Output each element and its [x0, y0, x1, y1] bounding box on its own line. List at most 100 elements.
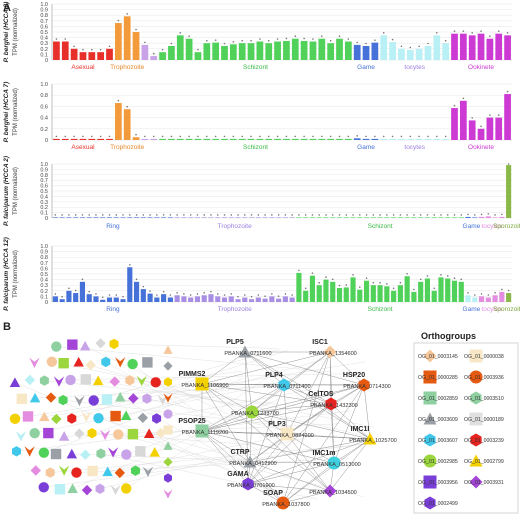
bar — [492, 295, 498, 302]
bar-point — [427, 135, 429, 138]
bar — [459, 100, 467, 140]
x-group-label: Ookinete — [468, 64, 494, 71]
bar — [79, 138, 87, 140]
bar-point — [216, 214, 219, 216]
bar-point — [135, 28, 137, 31]
bar — [228, 296, 234, 302]
bar-point — [135, 214, 138, 216]
bar — [53, 41, 60, 60]
bar — [418, 217, 424, 218]
legend-swatch — [423, 349, 437, 363]
bar-point — [81, 214, 84, 216]
bar — [181, 296, 187, 302]
bar-point — [115, 214, 118, 216]
bar-point — [55, 135, 58, 138]
x-group-label: tocytes — [481, 306, 502, 313]
bar — [176, 138, 184, 140]
bar-point — [311, 272, 314, 274]
y-tick-label: 0.1 — [40, 211, 48, 217]
legend-item: OG_01_0003609 — [418, 412, 458, 425]
bar — [296, 272, 302, 302]
bar-point — [372, 214, 375, 216]
network-node — [15, 431, 27, 442]
y-tick-label: 0.9 — [40, 167, 48, 173]
network-node — [54, 484, 66, 495]
bar — [276, 217, 282, 218]
network-node — [67, 413, 77, 424]
edge — [330, 403, 371, 440]
bar — [486, 38, 494, 60]
gene-node: PLP4 PBANKA_0711400 — [263, 372, 311, 392]
bar — [451, 217, 458, 218]
bar-point — [365, 42, 367, 45]
y-tick-label: 1.0 — [40, 2, 48, 8]
bar-point — [419, 214, 422, 216]
bar-point — [506, 90, 509, 93]
bar-point — [230, 293, 233, 295]
bar — [380, 35, 388, 60]
bar-point — [426, 214, 429, 216]
bar — [282, 217, 288, 218]
edge — [283, 384, 371, 440]
bar-point — [169, 214, 172, 216]
bar-point — [169, 294, 172, 296]
bar — [159, 138, 166, 140]
gene-name-label: ISC1 — [312, 339, 328, 346]
bar — [300, 40, 308, 60]
bar — [168, 138, 175, 140]
bar-point — [196, 293, 199, 295]
edge — [113, 343, 278, 349]
bar — [229, 44, 237, 60]
y-tick-label: 0.9 — [40, 250, 48, 256]
bar-point — [161, 48, 164, 51]
legend-item: OG_01_0002799 — [464, 454, 504, 467]
bar — [303, 217, 309, 218]
bar — [161, 294, 167, 302]
bar — [242, 297, 248, 302]
bar-point — [436, 135, 438, 138]
edge — [251, 403, 332, 413]
bar-point — [321, 135, 323, 138]
edge — [44, 380, 320, 409]
gene-node: CelTOS PBANKA_1432300 — [308, 391, 358, 411]
edge — [85, 345, 261, 430]
bar-point — [298, 214, 300, 216]
bar — [344, 138, 352, 140]
network-node — [110, 410, 121, 422]
network-node — [29, 357, 40, 368]
bar-point — [489, 35, 491, 38]
edge — [329, 351, 365, 386]
edge — [100, 453, 319, 500]
bar-point — [453, 104, 456, 107]
y-tick-label: 0.9 — [40, 8, 48, 14]
gene-id-label: PBANKA_0714300 — [343, 384, 391, 390]
edge — [135, 458, 250, 471]
bar-point — [294, 35, 297, 38]
bar — [353, 44, 361, 60]
bar-point — [284, 293, 287, 295]
bar-point — [264, 295, 266, 297]
gene-id-label: PBANKA_1354600 — [309, 351, 357, 357]
y-tick-label: 0.5 — [40, 189, 48, 195]
bar-point — [237, 295, 239, 298]
bar — [274, 41, 281, 60]
bar-point — [462, 30, 465, 32]
bar-point — [480, 293, 483, 295]
y-axis-label: P. falciparum (HCCA 12) — [3, 237, 10, 311]
bar-point — [489, 114, 491, 116]
network-node — [121, 483, 132, 494]
bar-point — [473, 294, 476, 296]
bar-point — [237, 214, 239, 216]
edge — [63, 399, 291, 427]
bar — [377, 217, 383, 218]
gene-node: PIMMS2 PBANKA_1106900 — [179, 371, 229, 391]
legend-label: OG_01_0000285 — [418, 375, 458, 381]
edge — [251, 384, 365, 413]
bar — [203, 43, 211, 60]
bar — [406, 49, 414, 60]
bar — [194, 296, 201, 302]
bar — [371, 138, 379, 140]
bar-point — [161, 135, 164, 138]
gene-name-label: SOAP — [263, 490, 283, 497]
bar — [194, 217, 201, 218]
